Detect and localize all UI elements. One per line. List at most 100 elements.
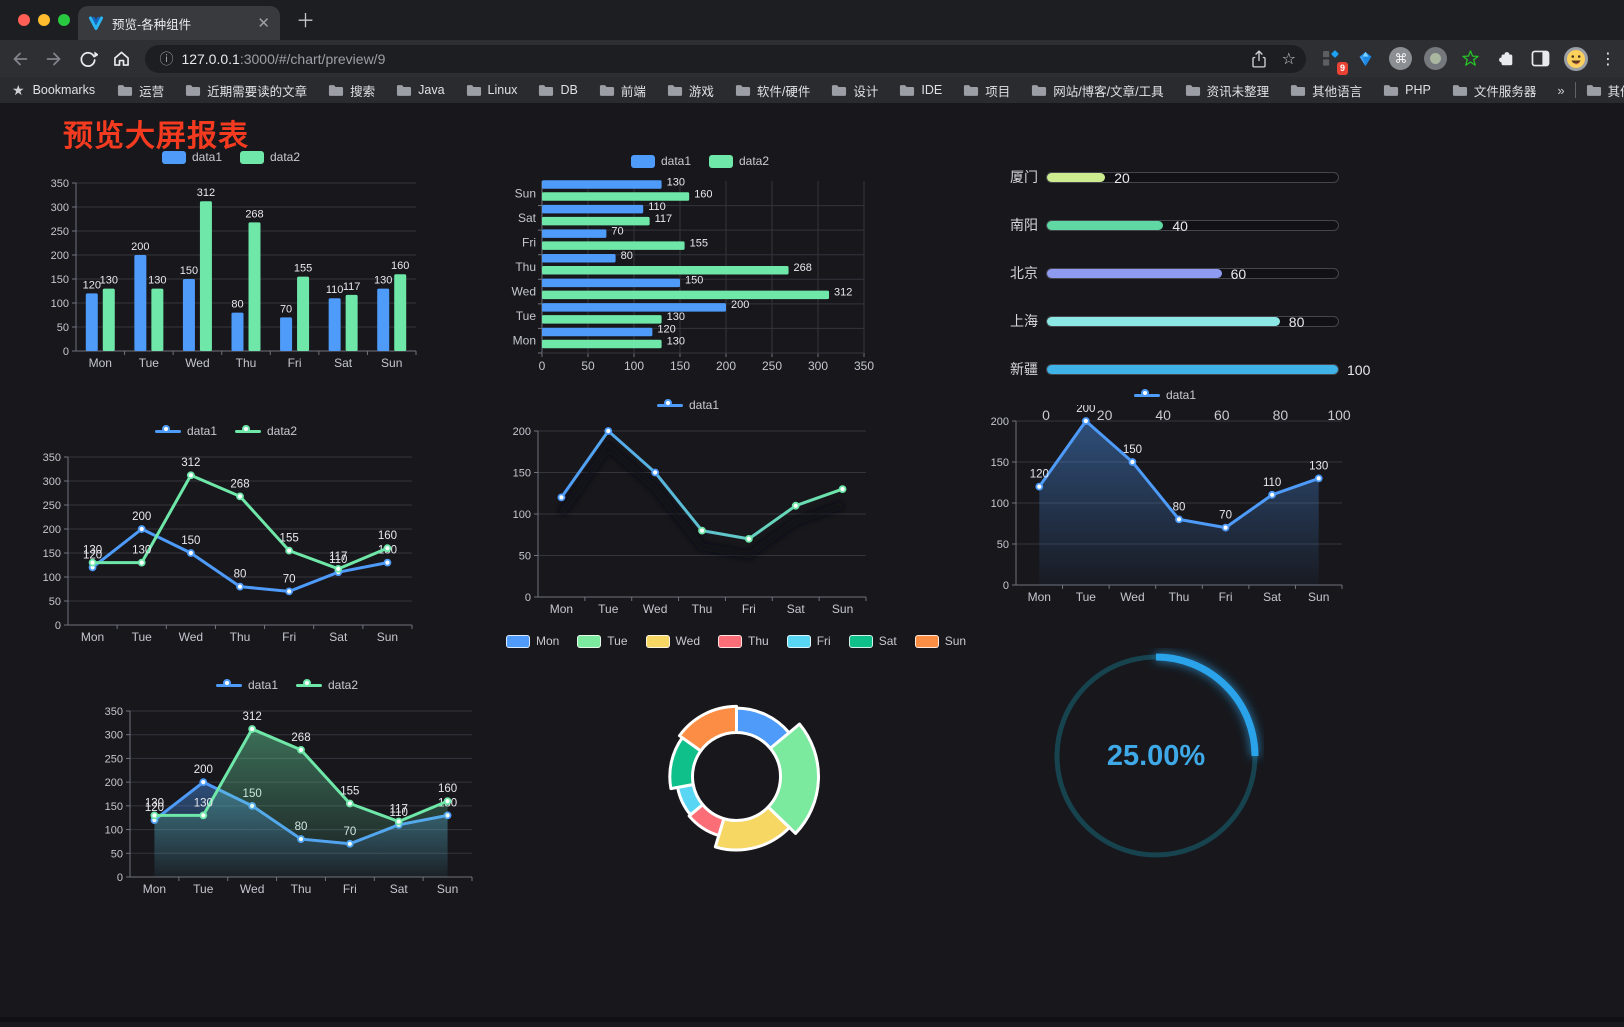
legend-item-data2[interactable]: data2 — [235, 424, 297, 438]
bookmark-folder[interactable]: 其他语言 — [1290, 81, 1362, 100]
legend-line-dot-icon — [1133, 388, 1160, 401]
share-button[interactable] — [1250, 49, 1268, 69]
forward-button[interactable] — [40, 45, 68, 73]
svg-text:150: 150 — [181, 535, 200, 547]
side-panel-button[interactable] — [1528, 46, 1554, 72]
svg-text:350: 350 — [43, 452, 61, 464]
bookmark-folder[interactable]: Linux — [466, 83, 517, 97]
legend-item-Thu[interactable]: Thu — [718, 634, 769, 648]
gauge-value-label: 25.00% — [1106, 739, 1206, 772]
svg-text:200: 200 — [1076, 405, 1095, 415]
bookmark-folder[interactable]: 资讯未整理 — [1185, 81, 1269, 100]
bookmark-folder[interactable]: IDE — [899, 83, 942, 97]
legend-item-data2[interactable]: data2 — [709, 154, 769, 168]
url-bar[interactable]: ⓘ 127.0.0.1:3000/#/chart/preview/9 ☆ — [145, 44, 1306, 73]
bookmark-folder[interactable]: 设计 — [831, 81, 878, 100]
minimize-window-button[interactable] — [38, 14, 50, 26]
extensions-puzzle-button[interactable] — [1493, 46, 1519, 72]
legend-item-data1[interactable]: data1 — [656, 398, 719, 412]
legend-item-Sat[interactable]: Sat — [848, 634, 897, 648]
bookmark-star-button[interactable]: ☆ — [1281, 50, 1296, 68]
legend-item-data1[interactable]: data1 — [215, 678, 278, 692]
legend-swatch-icon — [630, 154, 655, 168]
bookmarks-overflow-button[interactable]: » — [1557, 82, 1565, 98]
refresh-button[interactable] — [74, 45, 102, 73]
chart-legend: data1 data2 — [506, 151, 894, 171]
bookmark-folder[interactable]: 文件服务器 — [1452, 81, 1536, 100]
folder-icon — [900, 84, 915, 96]
svg-text:Tue: Tue — [598, 602, 619, 616]
browser-menu-button[interactable]: ⋮ — [1599, 50, 1616, 68]
close-window-button[interactable] — [18, 14, 30, 26]
other-bookmarks-folder[interactable]: 其他书签 — [1586, 81, 1624, 100]
legend-swatch-icon — [914, 634, 939, 648]
svg-text:160: 160 — [378, 530, 397, 542]
gauge: 25.00% — [1048, 648, 1264, 864]
site-info-icon[interactable]: ⓘ — [159, 50, 174, 67]
svg-text:70: 70 — [283, 573, 296, 585]
page-bottom-strip — [0, 1017, 1624, 1022]
progress-value: 20 — [1114, 169, 1130, 186]
profile-avatar-button[interactable] — [1563, 46, 1589, 72]
svg-text:130: 130 — [148, 275, 166, 287]
svg-text:150: 150 — [1123, 444, 1142, 456]
legend-item-data1[interactable]: data1 — [154, 424, 217, 438]
legend-item-Sun[interactable]: Sun — [914, 634, 966, 648]
svg-text:Sat: Sat — [518, 211, 537, 225]
svg-text:150: 150 — [513, 468, 531, 480]
browser-tab[interactable]: 预览-各种组件 ✕ — [78, 6, 280, 40]
legend-item-Wed[interactable]: Wed — [645, 634, 700, 648]
svg-text:100: 100 — [991, 498, 1009, 510]
bookmark-folder[interactable]: 软件/硬件 — [735, 81, 810, 100]
tab-close-icon[interactable]: ✕ — [257, 14, 270, 32]
command-extension-button[interactable]: ⌘ — [1388, 46, 1414, 72]
back-button[interactable] — [6, 45, 34, 73]
legend-item-Mon[interactable]: Mon — [505, 634, 559, 648]
svg-text:Fri: Fri — [742, 602, 756, 616]
legend-item-data1[interactable]: data1 — [630, 154, 691, 168]
legend-label: data1 — [247, 678, 278, 692]
star-extension-button[interactable] — [1458, 46, 1484, 72]
bookmark-folder[interactable]: 近期需要读的文章 — [185, 81, 307, 100]
legend-item-data2[interactable]: data2 — [240, 150, 300, 164]
bookmark-folder[interactable]: 搜索 — [328, 81, 375, 100]
folder-icon — [329, 84, 344, 96]
bookmark-folder[interactable]: 网站/博客/文章/工具 — [1031, 81, 1164, 100]
svg-text:110: 110 — [329, 554, 347, 566]
folder-icon — [466, 84, 481, 96]
gem-extension-button[interactable] — [1353, 46, 1379, 72]
bookmark-folder[interactable]: 运营 — [117, 81, 164, 100]
svg-text:100: 100 — [105, 825, 123, 837]
svg-text:300: 300 — [43, 476, 61, 488]
legend-item-data1[interactable]: data1 — [161, 150, 222, 164]
progress-track: 80 — [1046, 314, 1339, 330]
folder-icon — [118, 84, 133, 96]
svg-text:50: 50 — [519, 551, 531, 563]
extension-grid-button[interactable]: 9 — [1318, 46, 1348, 75]
new-tab-button[interactable]: ＋ — [296, 11, 316, 32]
legend-line-dot-icon — [215, 678, 242, 691]
bookmarks-label[interactable]: Bookmarks — [32, 83, 96, 97]
bookmark-folder[interactable]: Java — [396, 83, 445, 97]
legend-item-data2[interactable]: data2 — [296, 678, 358, 692]
bookmark-folder[interactable]: DB — [538, 83, 578, 97]
legend-item-Fri[interactable]: Fri — [786, 634, 831, 648]
bookmark-folder[interactable]: 游戏 — [667, 81, 714, 100]
legend-item-data1[interactable]: data1 — [1133, 388, 1196, 402]
dot-extension-button[interactable] — [1423, 46, 1449, 72]
axis-tick: 20 — [1096, 407, 1113, 423]
svg-text:300: 300 — [105, 730, 123, 742]
svg-text:312: 312 — [197, 187, 215, 199]
bookmark-folder[interactable]: 项目 — [963, 81, 1010, 100]
legend-item-Tue[interactable]: Tue — [577, 634, 628, 648]
extensions-area: 9 ⌘ — [1318, 46, 1624, 75]
home-button[interactable] — [108, 45, 136, 73]
zoom-window-button[interactable] — [58, 14, 70, 26]
svg-text:80: 80 — [1173, 501, 1186, 513]
bookmark-folder[interactable]: PHP — [1383, 83, 1431, 97]
progress-axis: 0 20 40 60 80 100 — [1042, 407, 1351, 425]
legend-label: data1 — [186, 424, 217, 438]
url-text[interactable]: 127.0.0.1:3000/#/chart/preview/9 — [181, 50, 386, 67]
bookmark-folder[interactable]: 前端 — [599, 81, 646, 100]
